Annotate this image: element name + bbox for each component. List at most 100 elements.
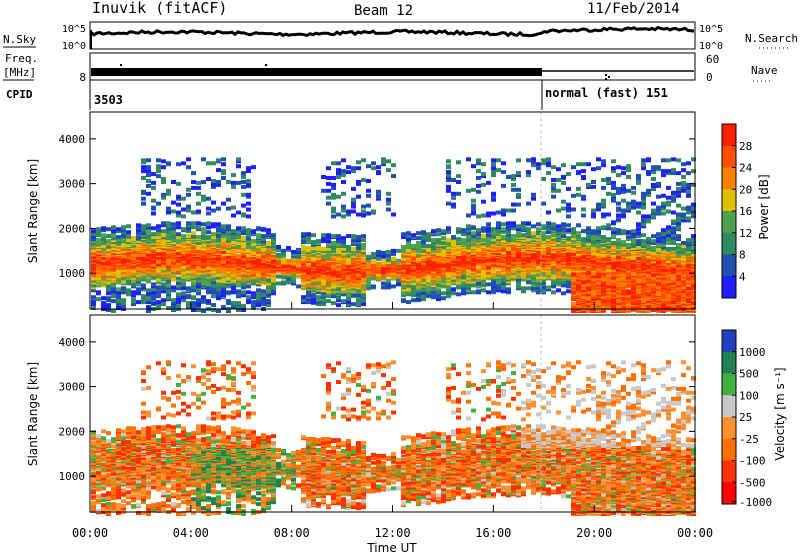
- heatmap-cell: [491, 227, 496, 232]
- heatmap-cell: [481, 182, 486, 187]
- heatmap-cell: [221, 162, 226, 167]
- heatmap-cell: [126, 234, 131, 239]
- heatmap-cell: [516, 202, 521, 207]
- nsky-tick-top: 10^5: [62, 24, 86, 35]
- freq-label-top: Freq.: [5, 52, 38, 65]
- heatmap-cell: [311, 233, 316, 238]
- heatmap-cell: [561, 175, 566, 179]
- heatmap-cell: [361, 298, 366, 303]
- heatmap-cell: [91, 232, 96, 237]
- heatmap-cell: [391, 212, 396, 217]
- heatmap-cell: [386, 197, 391, 202]
- heatmap-cell: [161, 221, 166, 226]
- heatmap-cell: [186, 234, 191, 239]
- heatmap-cell: [146, 291, 151, 296]
- heatmap-cell: [326, 166, 331, 171]
- heatmap-cell: [221, 201, 226, 206]
- heatmap-cell: [311, 292, 316, 297]
- heatmap-cell: [236, 232, 241, 237]
- heatmap-cell: [481, 213, 486, 218]
- heatmap-cell: [176, 300, 181, 305]
- heatmap-cell: [116, 295, 121, 300]
- heatmap-cell: [451, 202, 456, 207]
- heatmap-cell: [101, 301, 106, 306]
- heatmap-cell: [381, 258, 386, 263]
- heatmap-cell: [326, 195, 331, 200]
- heatmap-cell: [201, 222, 206, 227]
- heatmap-cell: [576, 231, 581, 236]
- heatmap-cell: [456, 285, 461, 290]
- nave-dot: [605, 78, 607, 80]
- heatmap-cell: [151, 271, 156, 276]
- heatmap-cell: [221, 169, 226, 174]
- heatmap-cell: [201, 295, 206, 300]
- heatmap-cell: [411, 293, 416, 298]
- heatmap-cell: [116, 299, 121, 304]
- heatmap-cell: [476, 183, 481, 188]
- power-heatmap: [91, 157, 696, 313]
- heatmap-cell: [321, 246, 326, 251]
- heatmap-cell: [151, 205, 156, 210]
- heatmap-cell: [421, 293, 426, 298]
- heatmap-cell: [121, 228, 126, 233]
- heatmap-cell: [536, 290, 541, 295]
- heatmap-cell: [356, 298, 361, 303]
- heatmap-cell: [336, 303, 341, 308]
- heatmap-cell: [91, 262, 96, 267]
- heatmap-cell: [266, 228, 271, 233]
- heatmap-cell: [161, 229, 166, 234]
- heatmap-cell: [336, 266, 341, 271]
- heatmap-cell: [141, 224, 146, 229]
- heatmap-cell: [106, 308, 111, 312]
- heatmap-cell: [231, 213, 236, 218]
- heatmap-cell: [206, 230, 211, 235]
- heatmap-cell: [576, 186, 581, 191]
- heatmap-cell: [326, 188, 331, 193]
- heatmap-cell: [551, 284, 556, 289]
- heatmap-cell: [541, 201, 546, 206]
- heatmap-cell: [501, 222, 506, 227]
- heatmap-cell: [301, 295, 306, 300]
- heatmap-cell: [181, 161, 186, 166]
- heatmap-cell: [186, 204, 191, 209]
- heatmap-cell: [151, 185, 156, 190]
- heatmap-cell: [356, 194, 361, 199]
- heatmap-cell: [421, 230, 426, 235]
- heatmap-cell: [91, 229, 96, 234]
- heatmap-cell: [381, 160, 386, 165]
- heatmap-cell: [411, 244, 416, 248]
- heatmap-cell: [496, 286, 501, 291]
- heatmap-cell: [366, 193, 371, 198]
- heatmap-cell: [351, 197, 356, 202]
- heatmap-cell: [341, 204, 346, 209]
- heatmap-cell: [511, 221, 516, 226]
- heatmap-cell: [506, 208, 511, 213]
- nave-tick-top: 60: [706, 53, 719, 66]
- heatmap-cell: [106, 234, 111, 239]
- heatmap-cell: [511, 182, 516, 187]
- heatmap-cell: [131, 282, 136, 287]
- heatmap-cell: [101, 233, 106, 238]
- freq-panel-frame: [89, 52, 696, 81]
- heatmap-cell: [456, 174, 461, 179]
- heatmap-cell: [176, 162, 181, 167]
- heatmap-cell: [151, 226, 156, 231]
- heatmap-cell: [111, 258, 116, 263]
- heatmap-cell: [391, 163, 396, 168]
- heatmap-cell: [491, 211, 496, 216]
- heatmap-cell: [516, 231, 521, 236]
- heatmap-cell: [496, 270, 501, 275]
- heatmap-cell: [361, 302, 366, 307]
- heatmap-cell: [141, 189, 146, 194]
- heatmap-cell: [246, 299, 251, 304]
- heatmap-cell: [101, 304, 106, 309]
- heatmap-cell: [186, 294, 191, 299]
- heatmap-cell: [216, 226, 221, 231]
- heatmap-cell: [511, 208, 516, 213]
- heatmap-cell: [151, 198, 156, 203]
- heatmap-cell: [496, 229, 501, 234]
- heatmap-cell: [411, 298, 416, 303]
- heatmap-cell: [156, 280, 161, 285]
- heatmap-cell: [361, 238, 366, 243]
- heatmap-cell: [376, 261, 381, 266]
